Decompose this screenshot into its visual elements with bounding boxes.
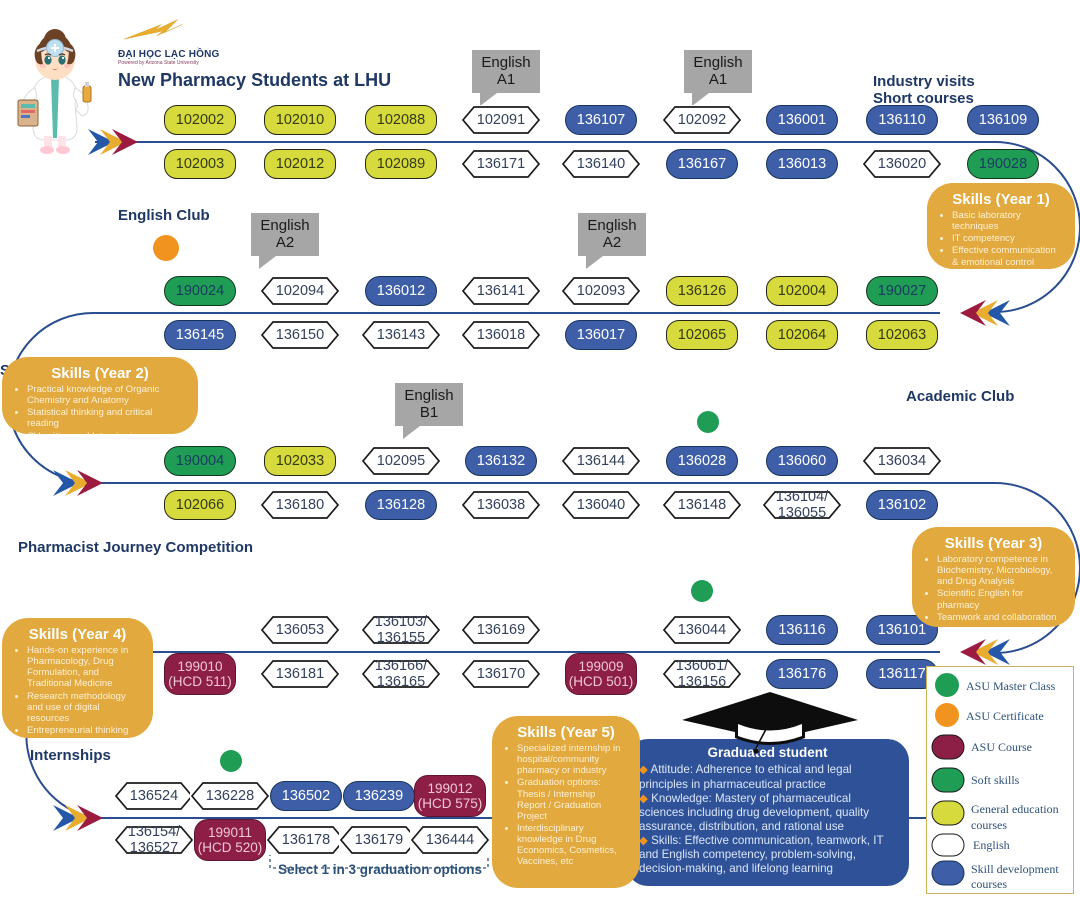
svg-text:ASU Course: ASU Course — [971, 740, 1032, 754]
svg-text:Skill development: Skill development — [971, 862, 1059, 876]
svg-text:Soft skills: Soft skills — [971, 773, 1020, 787]
svg-text:ASU Certificate: ASU Certificate — [966, 709, 1044, 723]
svg-text:English: English — [973, 838, 1010, 852]
svg-text:courses: courses — [971, 818, 1007, 832]
svg-text:ASU Master Class: ASU Master Class — [966, 679, 1056, 693]
svg-text:courses: courses — [971, 877, 1007, 891]
svg-text:General education: General education — [971, 802, 1059, 816]
